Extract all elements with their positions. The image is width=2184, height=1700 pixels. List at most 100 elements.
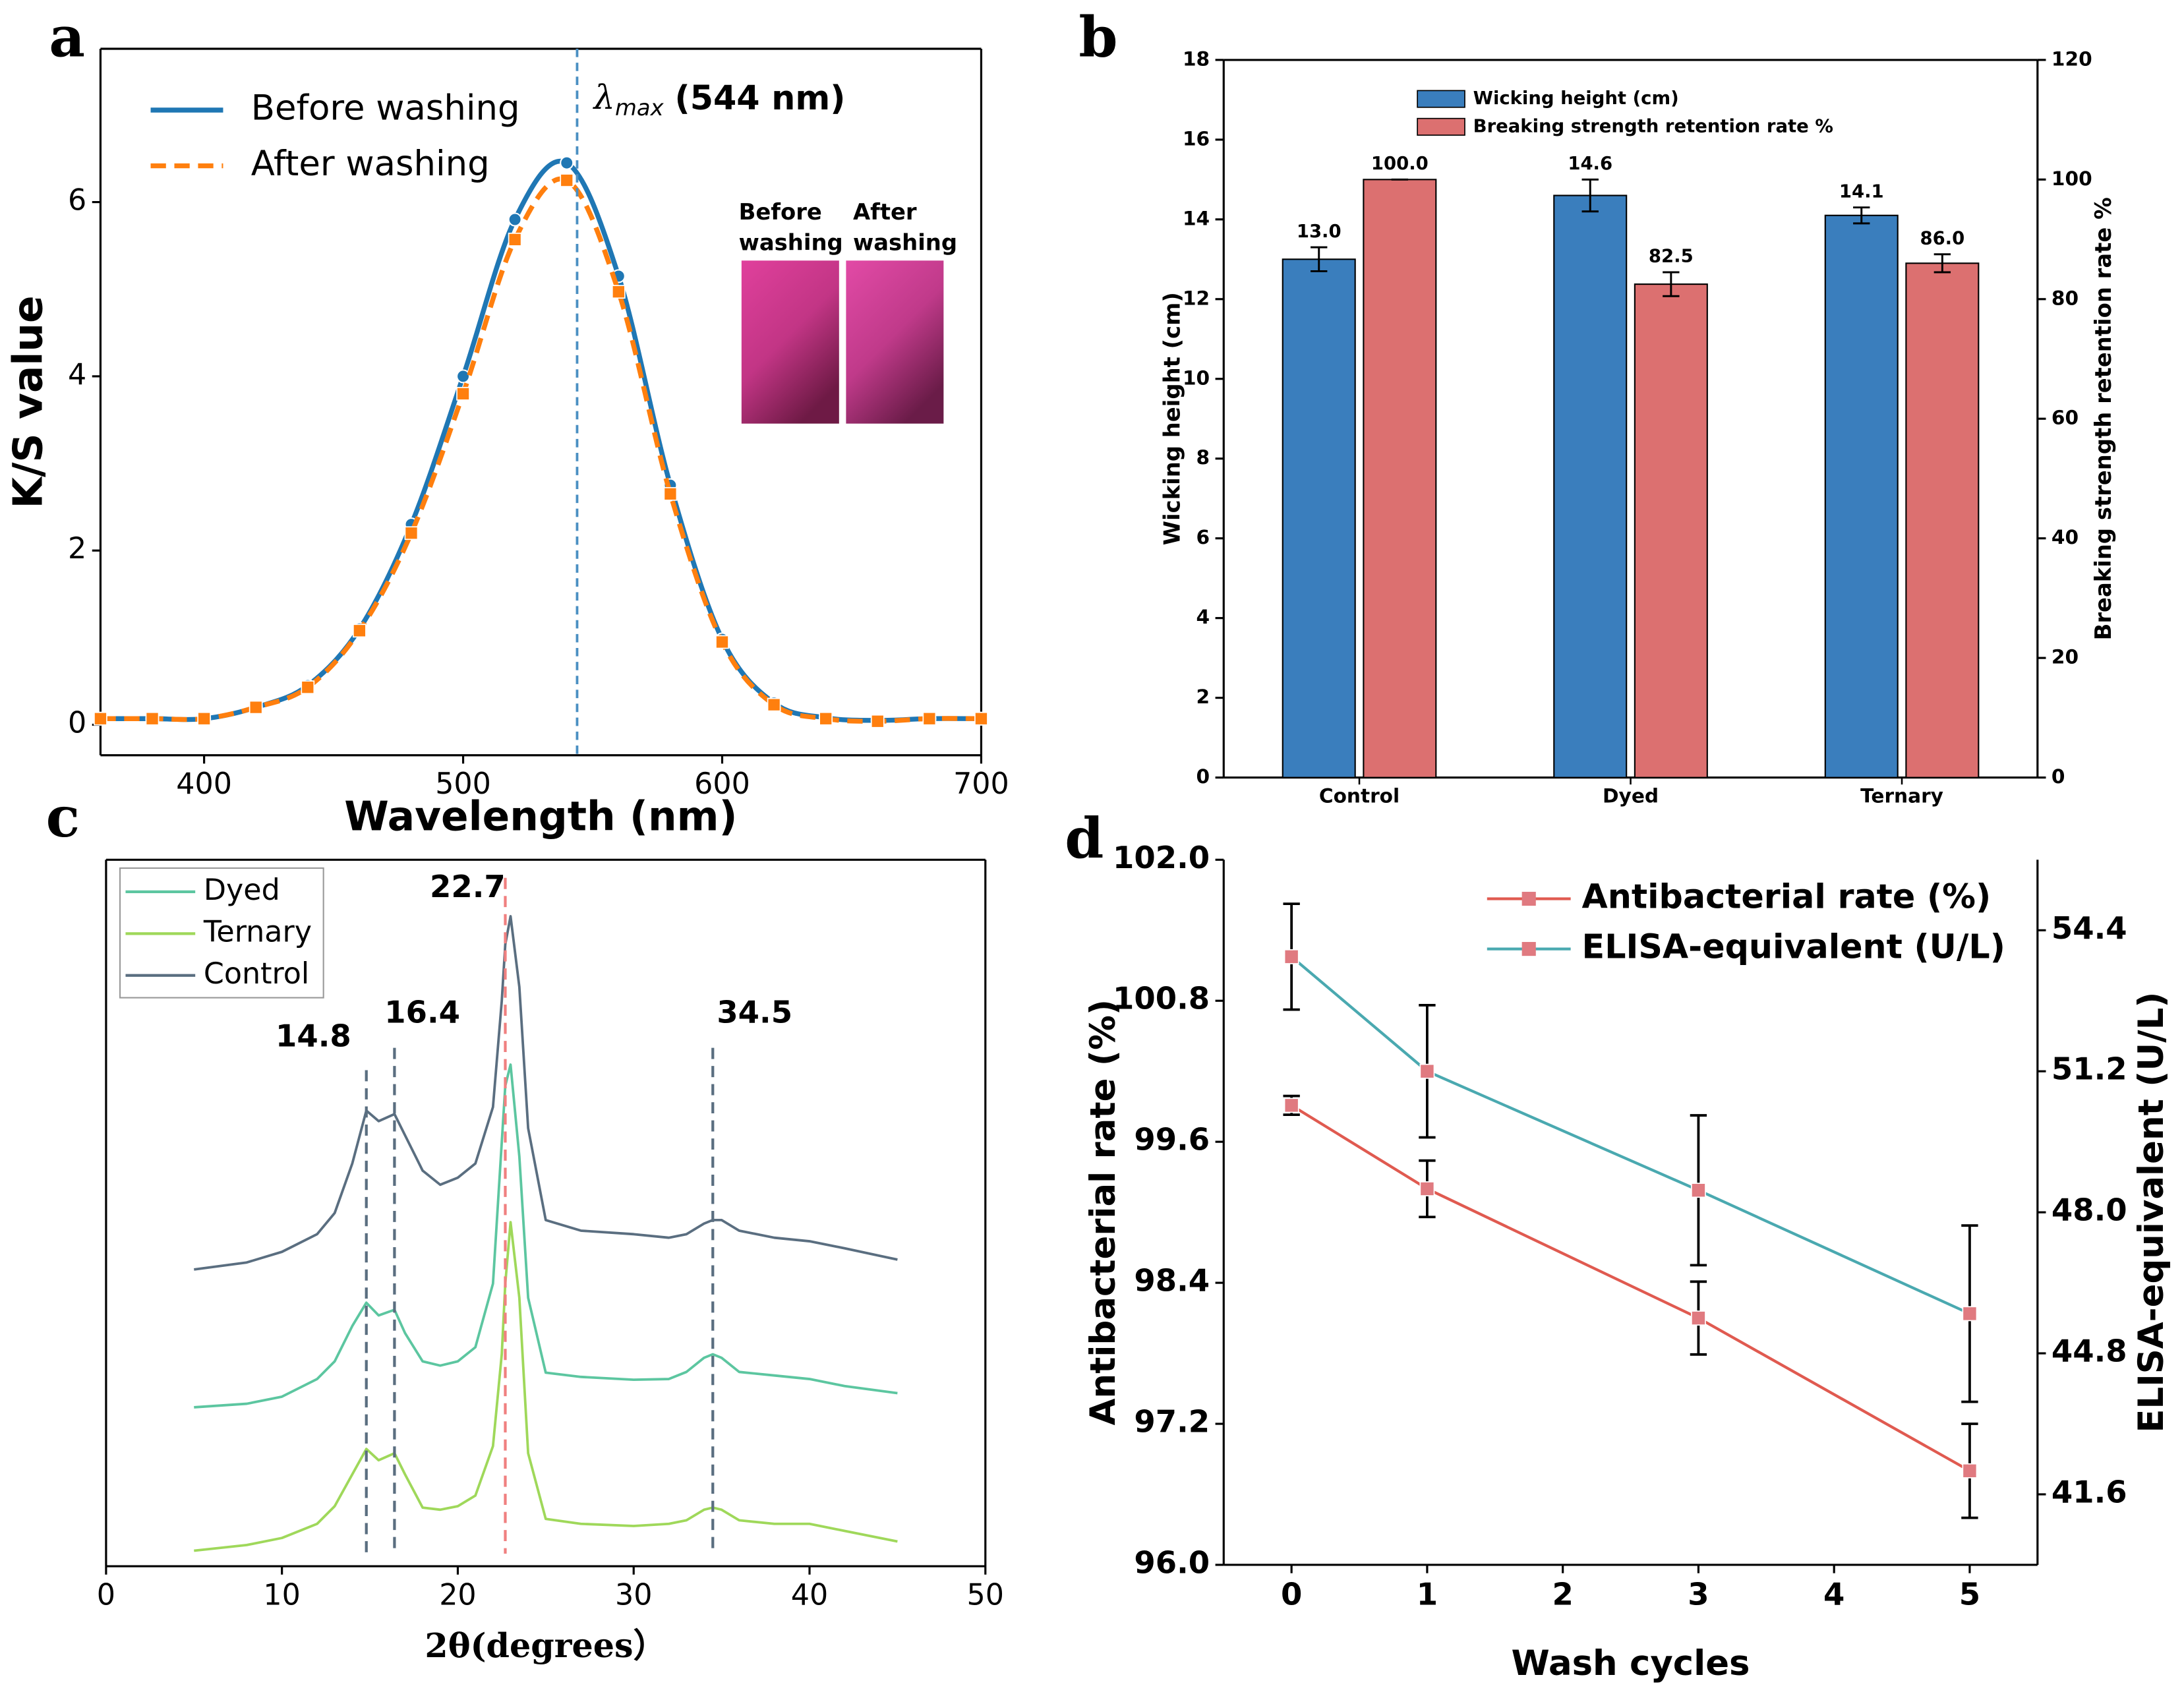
marker <box>560 156 574 170</box>
error-bar <box>1311 246 1328 272</box>
legend-marker <box>1521 942 1536 956</box>
marker <box>611 285 626 299</box>
legend-marker <box>1521 891 1536 906</box>
y2-axis-label: Breaking strength retention rate % <box>2090 197 2116 640</box>
x-tick-label: 3 <box>1688 1576 1709 1612</box>
marker <box>508 233 522 247</box>
y2-tick-label: 0 <box>2051 765 2065 788</box>
fabric-photo <box>741 260 839 424</box>
x-tick-label: 5 <box>1959 1576 1980 1612</box>
y-tick-label: 6 <box>68 184 86 218</box>
inset-label: Before <box>739 199 822 225</box>
y2-tick-label: 48.0 <box>2051 1192 2127 1228</box>
peak-label: 16.4 <box>384 994 460 1030</box>
x-tick-label: 40 <box>791 1578 828 1612</box>
marker <box>1419 1063 1435 1079</box>
series-line <box>100 159 982 723</box>
marker <box>1284 949 1299 964</box>
marker <box>404 526 419 541</box>
y-axis-label: K/S value <box>5 295 51 508</box>
marker <box>197 711 211 726</box>
x-tick-label: 10 <box>263 1578 300 1612</box>
x-tick-label: 400 <box>176 767 232 801</box>
x-tick-label: 0 <box>97 1578 115 1612</box>
legend-label: Wicking height (cm) <box>1473 88 1679 109</box>
marker <box>456 386 470 401</box>
x-tick-label: Ternary <box>1860 785 1943 807</box>
y2-tick-label: 100 <box>2051 167 2092 190</box>
series-line <box>194 1063 898 1409</box>
y-tick-label: 14 <box>1183 207 1210 229</box>
inset-label: washing <box>853 229 957 255</box>
bar <box>1905 262 1980 778</box>
inset-label: After <box>853 199 917 225</box>
y-tick-label: 4 <box>1196 606 1210 628</box>
marker <box>870 714 885 728</box>
y-tick-label: 0 <box>68 706 86 740</box>
y-tick-label: 10 <box>1183 366 1210 389</box>
marker <box>663 486 678 501</box>
marker <box>560 173 574 187</box>
y2-tick-label: 41.6 <box>2051 1474 2127 1509</box>
marker <box>1962 1463 1978 1479</box>
value-label: 14.1 <box>1839 181 1884 202</box>
error-bar <box>1663 271 1680 297</box>
annotation-subscript: max <box>615 94 664 120</box>
y-axis-label: Wicking height (cm) <box>1160 292 1185 545</box>
x-tick-label: 50 <box>967 1578 1004 1612</box>
y2-tick-label: 51.2 <box>2051 1051 2127 1087</box>
y-tick-label: 99.6 <box>1134 1122 1210 1158</box>
fabric-photo <box>846 260 944 424</box>
y-tick-label: 0 <box>1196 765 1210 788</box>
marker <box>1962 1306 1978 1322</box>
x-axis-label: Wavelength (nm) <box>344 794 737 840</box>
y2-tick-label: 40 <box>2051 526 2079 548</box>
marker <box>819 711 833 726</box>
annotation: λmax (544 nm) <box>593 78 846 120</box>
value-label: 82.5 <box>1649 246 1694 267</box>
legend-label: Control <box>204 957 309 991</box>
marker <box>301 680 315 695</box>
panel-label: a <box>49 4 85 69</box>
marker <box>94 711 107 726</box>
y-tick-label: 18 <box>1183 47 1210 70</box>
panel-label: b <box>1078 4 1117 69</box>
series-line <box>194 915 898 1271</box>
y-tick-label: 102.0 <box>1113 840 1210 875</box>
y-tick-label: 2 <box>68 532 86 566</box>
marker <box>922 711 937 726</box>
bar <box>1282 258 1356 778</box>
x-tick-label: 1 <box>1417 1576 1438 1612</box>
peak-label: 34.5 <box>717 994 792 1030</box>
y2-tick-label: 60 <box>2051 407 2079 429</box>
error-bar <box>1933 253 1951 274</box>
y-tick-label: 2 <box>1196 686 1210 708</box>
error-bar <box>1581 178 1599 213</box>
panel-label: c <box>46 784 80 850</box>
y2-tick-label: 44.8 <box>2051 1334 2127 1369</box>
bar <box>1634 283 1708 778</box>
marker <box>249 700 263 715</box>
y2-tick-label: 54.4 <box>2051 910 2127 946</box>
y-tick-label: 98.4 <box>1134 1263 1210 1299</box>
inset-label: washing <box>739 229 843 255</box>
marker <box>508 212 522 227</box>
value-label: 14.6 <box>1568 153 1612 174</box>
y-tick-label: 97.2 <box>1134 1404 1210 1440</box>
x-tick-label: 30 <box>615 1578 652 1612</box>
x-tick-label: 700 <box>953 767 1009 801</box>
x-tick-label: Dyed <box>1603 785 1659 807</box>
legend-label: Dyed <box>204 873 280 907</box>
bar <box>1363 179 1437 778</box>
x-tick-label: 4 <box>1823 1576 1845 1612</box>
marker <box>715 635 729 649</box>
x-tick-label: 20 <box>439 1578 476 1612</box>
legend-label: After washing <box>251 144 490 184</box>
value-label: 86.0 <box>1920 227 1964 249</box>
marker <box>1419 1181 1435 1196</box>
value-label: 100.0 <box>1371 153 1429 174</box>
legend-label: Breaking strength retention rate % <box>1473 115 1833 136</box>
marker <box>1690 1183 1706 1198</box>
x-tick-label: 0 <box>1281 1576 1302 1612</box>
